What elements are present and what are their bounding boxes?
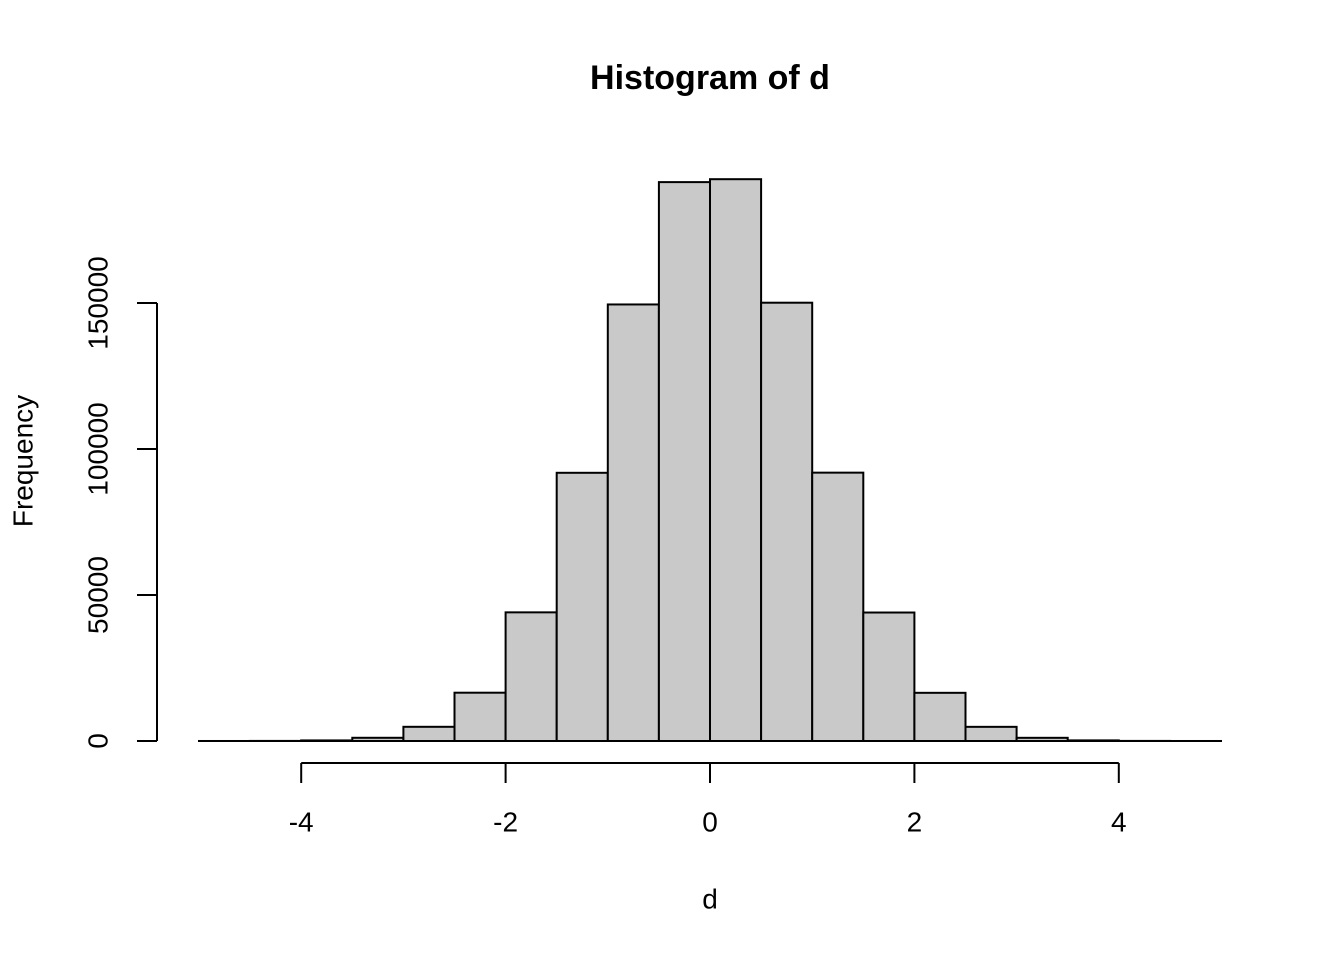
y-tick-label: 50000 bbox=[82, 556, 113, 634]
chart-title: Histogram of d bbox=[590, 59, 830, 97]
bar bbox=[351, 736, 405, 743]
bar bbox=[913, 691, 967, 743]
x-tick-label: -2 bbox=[493, 806, 518, 837]
bar bbox=[862, 611, 916, 743]
bar bbox=[964, 725, 1018, 743]
bar bbox=[657, 181, 712, 742]
bar bbox=[555, 471, 609, 742]
bar bbox=[709, 178, 763, 742]
x-tick-label: 0 bbox=[702, 806, 718, 837]
bar bbox=[453, 691, 507, 742]
y-axis-label: Frequency bbox=[7, 395, 38, 527]
bar bbox=[402, 725, 456, 742]
bar bbox=[504, 611, 558, 743]
y-tick-label: 100000 bbox=[82, 402, 113, 495]
x-tick-label: 4 bbox=[1111, 806, 1127, 837]
x-tick-label: -4 bbox=[289, 806, 314, 837]
bar bbox=[811, 471, 865, 742]
bar bbox=[300, 739, 354, 743]
bar bbox=[1015, 736, 1069, 742]
x-tick-label: 2 bbox=[907, 806, 923, 837]
y-tick-label: 150000 bbox=[82, 256, 113, 349]
x-axis-label: d bbox=[702, 883, 718, 914]
y-tick-label: 0 bbox=[82, 733, 113, 749]
bar bbox=[606, 303, 660, 742]
bar bbox=[760, 301, 814, 742]
bar bbox=[1066, 739, 1120, 742]
